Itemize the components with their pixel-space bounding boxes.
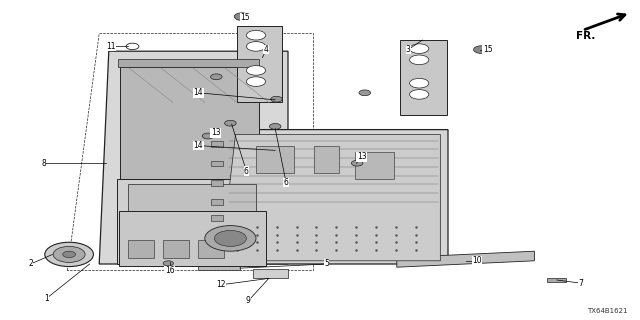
Circle shape xyxy=(53,246,85,262)
Circle shape xyxy=(410,90,429,99)
Text: 6: 6 xyxy=(284,178,289,187)
Polygon shape xyxy=(117,179,266,264)
Text: 9: 9 xyxy=(246,296,251,305)
Text: 15: 15 xyxy=(483,45,493,54)
Text: 13: 13 xyxy=(356,152,367,161)
Bar xyxy=(253,269,288,278)
Text: 2: 2 xyxy=(28,260,33,268)
Bar xyxy=(256,146,294,173)
Circle shape xyxy=(63,251,76,258)
Circle shape xyxy=(351,160,363,166)
Polygon shape xyxy=(120,67,259,179)
Bar xyxy=(355,152,394,179)
Bar xyxy=(211,215,223,221)
Circle shape xyxy=(246,77,266,86)
Text: 16: 16 xyxy=(164,266,175,275)
Circle shape xyxy=(211,74,222,80)
Text: TX64B1621: TX64B1621 xyxy=(587,308,627,314)
Text: 8: 8 xyxy=(41,159,46,168)
Circle shape xyxy=(474,46,489,53)
Polygon shape xyxy=(119,211,266,266)
Circle shape xyxy=(205,226,256,251)
Polygon shape xyxy=(400,40,447,115)
Polygon shape xyxy=(99,51,288,264)
Text: 11: 11 xyxy=(106,42,115,51)
Bar xyxy=(211,180,223,186)
Bar xyxy=(211,141,223,147)
Bar xyxy=(547,278,566,282)
Circle shape xyxy=(359,90,371,96)
Circle shape xyxy=(410,44,429,53)
Circle shape xyxy=(271,96,282,102)
Bar xyxy=(163,240,189,258)
Text: 1: 1 xyxy=(44,294,49,303)
Circle shape xyxy=(126,43,139,50)
Circle shape xyxy=(246,66,266,75)
Circle shape xyxy=(410,55,429,65)
Polygon shape xyxy=(237,26,282,102)
Bar xyxy=(211,199,223,205)
Circle shape xyxy=(234,13,250,20)
Polygon shape xyxy=(128,184,256,259)
Text: 5: 5 xyxy=(324,260,329,268)
Text: FR.: FR. xyxy=(576,31,595,41)
Text: 7: 7 xyxy=(579,279,584,288)
Polygon shape xyxy=(397,251,534,267)
Circle shape xyxy=(269,124,281,129)
Circle shape xyxy=(225,120,236,126)
Bar xyxy=(198,264,240,270)
Text: 14: 14 xyxy=(193,88,204,97)
Polygon shape xyxy=(221,134,440,261)
Circle shape xyxy=(45,242,93,267)
Circle shape xyxy=(271,148,282,153)
Circle shape xyxy=(246,30,266,40)
Text: 14: 14 xyxy=(193,141,204,150)
Bar xyxy=(314,146,339,173)
Text: 10: 10 xyxy=(472,256,482,265)
Text: 13: 13 xyxy=(211,128,221,137)
Circle shape xyxy=(410,78,429,88)
Text: 15: 15 xyxy=(240,13,250,22)
Circle shape xyxy=(202,133,214,139)
Bar xyxy=(118,59,259,67)
Circle shape xyxy=(163,261,173,266)
Polygon shape xyxy=(211,130,448,264)
Bar xyxy=(198,240,224,258)
Text: 3: 3 xyxy=(406,45,411,54)
Text: 6: 6 xyxy=(244,167,249,176)
Text: 12: 12 xyxy=(216,280,225,289)
Text: 4: 4 xyxy=(264,45,269,54)
Bar xyxy=(128,240,154,258)
Circle shape xyxy=(246,42,266,51)
Bar xyxy=(211,161,223,166)
Circle shape xyxy=(214,230,246,246)
